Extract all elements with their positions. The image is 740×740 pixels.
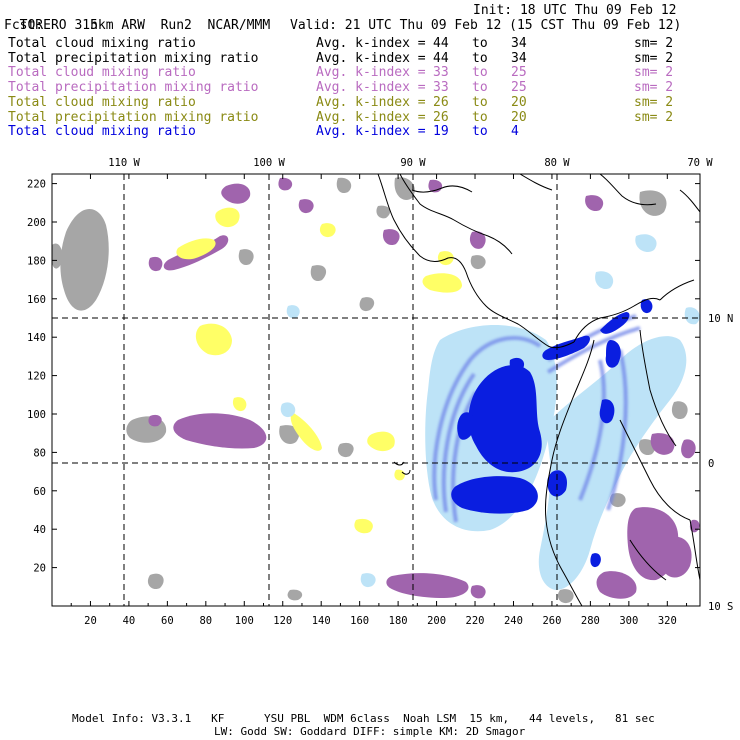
legend-to-4: 20 bbox=[511, 94, 527, 110]
legend-field-1: Total precipitation mixing ratio bbox=[8, 50, 259, 66]
legend-field-5: Total precipitation mixing ratio bbox=[8, 109, 259, 125]
header-line-1: TORERO 15km ARW Run2 NCAR/MMM bbox=[4, 3, 271, 33]
longitude-label-3: 80 W bbox=[544, 157, 570, 169]
legend-to-label-4: to bbox=[472, 94, 488, 110]
legend-index-0: Avg. k-index = bbox=[316, 36, 426, 51]
forecast-hour: Fcst: 3 h bbox=[4, 18, 98, 33]
x-tick-label-2: 60 bbox=[161, 615, 174, 627]
legend-to-label-1: to bbox=[472, 50, 488, 66]
org-label: NCAR/MMM bbox=[207, 18, 271, 33]
x-tick-label-7: 160 bbox=[350, 615, 369, 627]
y-tick-label-1: 40 bbox=[33, 524, 46, 536]
legend-to-label-5: to bbox=[472, 109, 488, 125]
legend-field-4: Total cloud mixing ratio bbox=[8, 94, 196, 110]
legend-index-1: Avg. k-index = bbox=[316, 50, 426, 66]
legend-from-2: 33 bbox=[433, 65, 449, 81]
x-tick-label-14: 300 bbox=[619, 615, 638, 627]
legend-sm-4: sm= 2 bbox=[634, 94, 674, 110]
y-tick-label-4: 100 bbox=[27, 409, 46, 421]
gray-cloud-patches bbox=[52, 177, 688, 604]
legend-to-label-0: to bbox=[472, 36, 488, 51]
legend-field-3: Total precipitation mixing ratio bbox=[8, 80, 259, 96]
y-tick-label-10: 220 bbox=[27, 179, 46, 191]
legend-to-3: 25 bbox=[511, 80, 527, 96]
cloud-field bbox=[52, 174, 700, 606]
mid-blue-cloud-bands bbox=[432, 314, 641, 523]
y-tick-label-6: 140 bbox=[27, 332, 46, 344]
coastlines bbox=[377, 174, 700, 606]
x-tick-label-8: 180 bbox=[389, 615, 408, 627]
plot-frame bbox=[51, 173, 701, 607]
legend-to-5: 20 bbox=[511, 109, 527, 125]
init-time: Init: 18 UTC Thu 09 Feb 12 bbox=[473, 3, 677, 18]
model-resolution: 15km ARW bbox=[82, 18, 145, 33]
y-tick-label-5: 120 bbox=[27, 371, 46, 383]
longitude-label-0: 110 W bbox=[108, 157, 140, 169]
x-tick-label-13: 280 bbox=[581, 615, 600, 627]
legend-field-6: Total cloud mixing ratio bbox=[8, 124, 196, 140]
legend-to-label-6: to bbox=[472, 124, 488, 140]
longitude-label-4: 70 W bbox=[687, 157, 713, 169]
legend-sm-5: sm= 2 bbox=[634, 109, 674, 125]
grid-lines bbox=[52, 174, 700, 606]
legend-to-label-2: to bbox=[472, 65, 488, 81]
x-tick-label-3: 80 bbox=[199, 615, 212, 627]
legend-index-5: Avg. k-index = bbox=[316, 109, 426, 125]
footer-model-info: Model Info: V3.3.1 KF YSU PBL WDM 6class… bbox=[72, 712, 655, 725]
longitude-label-1: 100 W bbox=[253, 157, 285, 169]
legend-index-2: Avg. k-index = bbox=[316, 65, 426, 81]
legend-from-5: 26 bbox=[433, 109, 449, 125]
legend-from-1: 44 bbox=[433, 50, 449, 66]
y-tick-label-7: 160 bbox=[27, 294, 46, 306]
latitude-label-1: 0 bbox=[708, 458, 714, 470]
legend-to-2: 25 bbox=[511, 65, 527, 81]
run-label: Run2 bbox=[160, 18, 192, 33]
legend-from-3: 33 bbox=[433, 80, 449, 96]
latitude-label-2: 10 S bbox=[708, 601, 733, 613]
fcst-label: Fcst: bbox=[4, 18, 44, 33]
fcst-value: 3 h bbox=[74, 18, 98, 33]
y-tick-label-3: 80 bbox=[33, 447, 46, 459]
legend-from-6: 19 bbox=[433, 124, 449, 140]
legend-from-0: 44 bbox=[433, 36, 449, 51]
legend-to-0: 34 bbox=[511, 36, 527, 51]
x-tick-label-15: 320 bbox=[658, 615, 677, 627]
legend-sm-1: sm= 2 bbox=[634, 50, 674, 66]
longitude-label-2: 90 W bbox=[400, 157, 426, 169]
x-tick-label-6: 140 bbox=[312, 615, 331, 627]
valid-time: Valid: 21 UTC Thu 09 Feb 12 (15 CST Thu … bbox=[290, 18, 682, 33]
dark-blue-cloud-cores bbox=[451, 299, 653, 568]
legend-field-2: Total cloud mixing ratio bbox=[8, 65, 196, 81]
x-tick-label-0: 20 bbox=[84, 615, 97, 627]
y-tick-label-8: 180 bbox=[27, 255, 46, 267]
x-tick-label-10: 220 bbox=[466, 615, 485, 627]
axis-labels: 20 40 60 80 100 120 140 160 180 200 220 240 260 280 30… bbox=[27, 157, 733, 627]
legend-to-label-3: to bbox=[472, 80, 488, 96]
x-tick-label-11: 240 bbox=[504, 615, 523, 627]
latitude-label-0: 10 N bbox=[708, 313, 733, 325]
model-name: TORERO bbox=[19, 18, 67, 33]
y-tick-label-0: 20 bbox=[33, 563, 46, 575]
x-tick-label-12: 260 bbox=[542, 615, 561, 627]
legend-from-4: 26 bbox=[433, 94, 449, 110]
x-tick-label-5: 120 bbox=[273, 615, 292, 627]
footer-physics-info: LW: Godd SW: Goddard DIFF: simple KM: 2D… bbox=[214, 725, 526, 738]
legend-index-3: Avg. k-index = bbox=[316, 80, 426, 96]
x-tick-label-9: 200 bbox=[427, 615, 446, 627]
legend-field-0: Total cloud mixing ratio bbox=[8, 36, 196, 51]
legend-index-4: Avg. k-index = bbox=[316, 94, 426, 110]
x-tick-label-4: 100 bbox=[235, 615, 254, 627]
y-tick-label-9: 200 bbox=[27, 217, 46, 229]
legend-to-6: 4 bbox=[511, 124, 519, 140]
x-tick-label-1: 40 bbox=[123, 615, 136, 627]
legend-sm-3: sm= 2 bbox=[634, 80, 674, 96]
legend-sm-0: sm= 2 bbox=[634, 36, 674, 51]
legend-sm-2: sm= 2 bbox=[634, 65, 674, 81]
legend-index-6: Avg. k-index = bbox=[316, 124, 426, 140]
axis-ticks bbox=[52, 174, 700, 606]
y-tick-label-2: 60 bbox=[33, 486, 46, 498]
legend-to-1: 34 bbox=[511, 50, 527, 66]
